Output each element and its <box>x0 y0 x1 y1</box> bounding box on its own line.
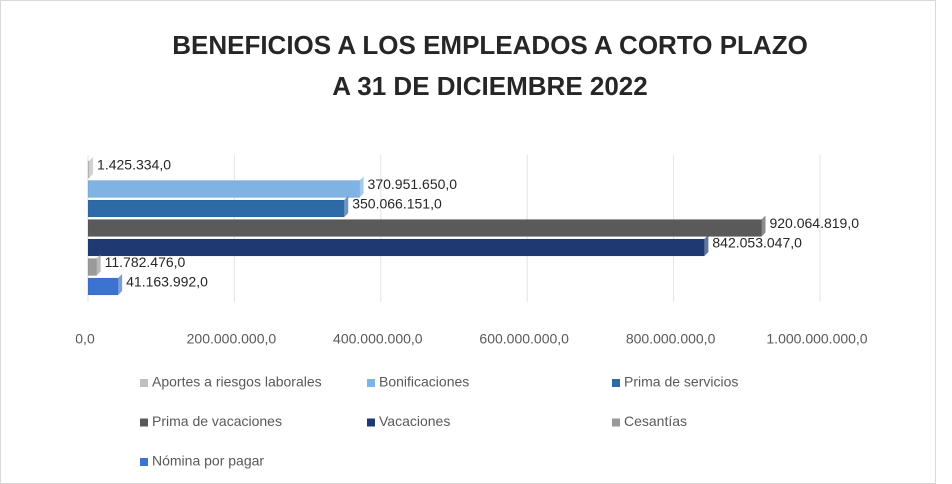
legend-swatch <box>612 379 620 387</box>
legend-label: Prima de servicios <box>624 374 738 390</box>
legend-swatch <box>140 379 148 387</box>
chart-title: A 31 DE DICIEMBRE 2022 <box>332 71 647 101</box>
data-label: 11.782.476,0 <box>105 254 186 270</box>
data-label: 1.425.334,0 <box>97 157 171 173</box>
bar <box>87 180 360 198</box>
x-tick-label: 800.000.000,0 <box>626 331 716 347</box>
legend-swatch <box>612 418 620 427</box>
legend-swatch <box>367 379 375 387</box>
bar <box>87 160 90 179</box>
data-label: 842.053.047,0 <box>712 235 802 251</box>
bar-side <box>118 274 123 295</box>
bar <box>87 277 119 296</box>
bar-side <box>359 176 364 198</box>
bar <box>87 199 345 218</box>
bar-side <box>761 215 766 237</box>
chart-title: BENEFICIOS A LOS EMPLEADOS A CORTO PLAZO <box>172 30 808 60</box>
data-label: 41.163.992,0 <box>126 274 208 290</box>
x-tick-label: 200.000.000,0 <box>187 331 277 347</box>
bar-side <box>704 235 709 256</box>
legend-swatch <box>140 418 148 427</box>
x-tick-label: 400.000.000,0 <box>333 331 423 347</box>
data-label: 350.066.151,0 <box>352 196 442 212</box>
bar-side <box>96 254 101 276</box>
data-label: 920.064.819,0 <box>769 215 859 231</box>
bar <box>87 258 97 276</box>
legend-label: Bonificaciones <box>379 374 469 390</box>
legend-swatch <box>140 458 148 466</box>
legend-label: Cesantías <box>624 413 687 429</box>
bar-side <box>89 157 94 178</box>
legend-label: Prima de vacaciones <box>152 413 282 429</box>
x-tick-label: 0,0 <box>75 331 95 347</box>
legend-label: Aportes a riesgos laborales <box>152 374 322 390</box>
bar-side <box>344 196 349 217</box>
legend-label: Vacaciones <box>379 413 450 429</box>
x-tick-label: 600.000.000,0 <box>479 331 569 347</box>
x-tick-label: 1.000.000.000,0 <box>766 331 867 347</box>
legend-swatch <box>367 418 375 427</box>
bar <box>87 219 762 237</box>
legend-label: Nómina por pagar <box>152 453 264 469</box>
data-label: 370.951.650,0 <box>368 176 458 192</box>
